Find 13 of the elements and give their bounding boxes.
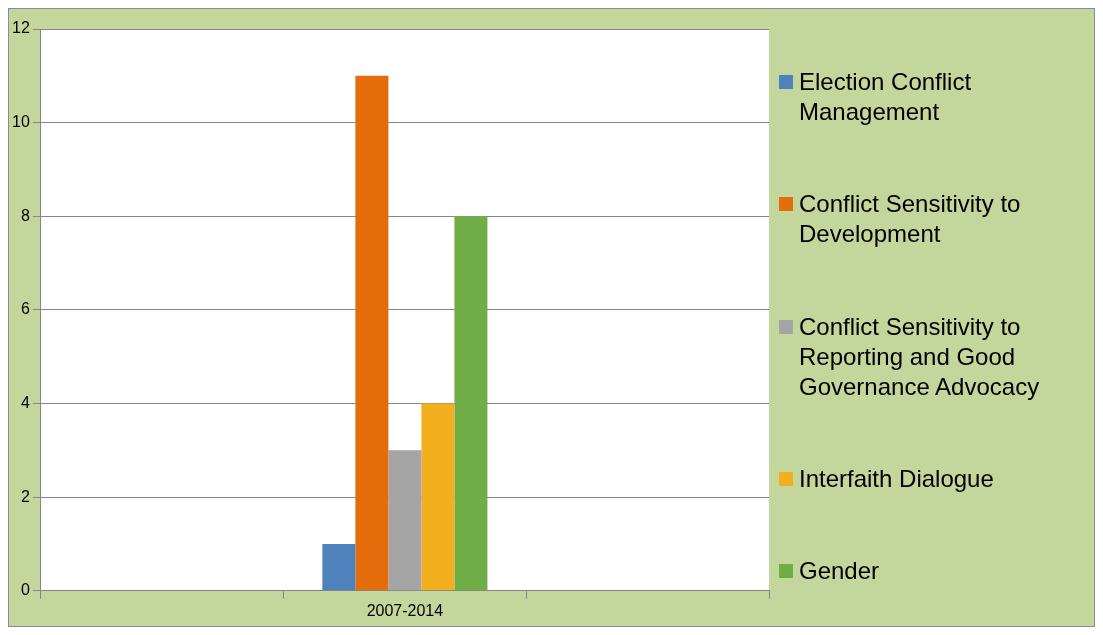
legend-label: Interfaith Dialogue	[799, 463, 994, 494]
legend-label: Gender	[799, 556, 880, 586]
y-tick-label: 2	[20, 487, 30, 505]
y-tick-label: 0	[20, 581, 30, 599]
legend-label: Conflict Sensitivity to Reporting and Good Governance Advocacy	[799, 311, 1041, 402]
y-tick-label: 8	[20, 206, 30, 224]
y-tick-label: 6	[20, 300, 30, 318]
y-tick-label: 4	[20, 393, 30, 411]
legend-label: Election Conflict Management	[799, 67, 973, 127]
y-tick-label: 10	[12, 113, 30, 131]
legend-label: Conflict Sensitivity to Development	[799, 189, 1022, 250]
x-tick-label: 2007-2014	[366, 601, 444, 619]
y-tick-label: 12	[12, 19, 30, 37]
